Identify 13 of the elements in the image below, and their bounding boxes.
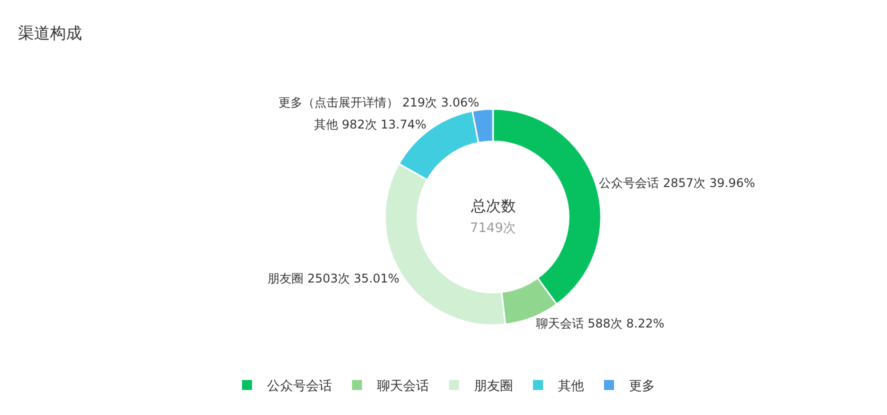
data-label: 其他 982次 13.74% (314, 118, 426, 132)
text: 7149次 (470, 221, 516, 236)
data-label: 聊天会话 588次 8.22% (536, 316, 664, 331)
legend-label: 更多 (629, 379, 655, 394)
data-label: 更多（点击展开详情） 219次 3.06% (278, 96, 480, 110)
data-label: 公众号会话 2857次 39.96% (599, 176, 756, 190)
legend-label: 聊天会话 (377, 379, 429, 394)
legend-label: 朋友圈 (474, 379, 513, 394)
data-label: 朋友圈 2503次 35.01% (268, 272, 400, 286)
text: 总次数 (470, 197, 516, 215)
text: 渠道构成 (18, 24, 82, 43)
legend-label: 其他 (558, 379, 584, 394)
legend-label: 公众号会话 (267, 379, 332, 394)
